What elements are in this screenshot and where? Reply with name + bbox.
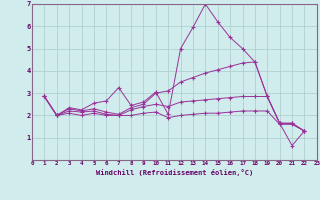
- X-axis label: Windchill (Refroidissement éolien,°C): Windchill (Refroidissement éolien,°C): [96, 169, 253, 176]
